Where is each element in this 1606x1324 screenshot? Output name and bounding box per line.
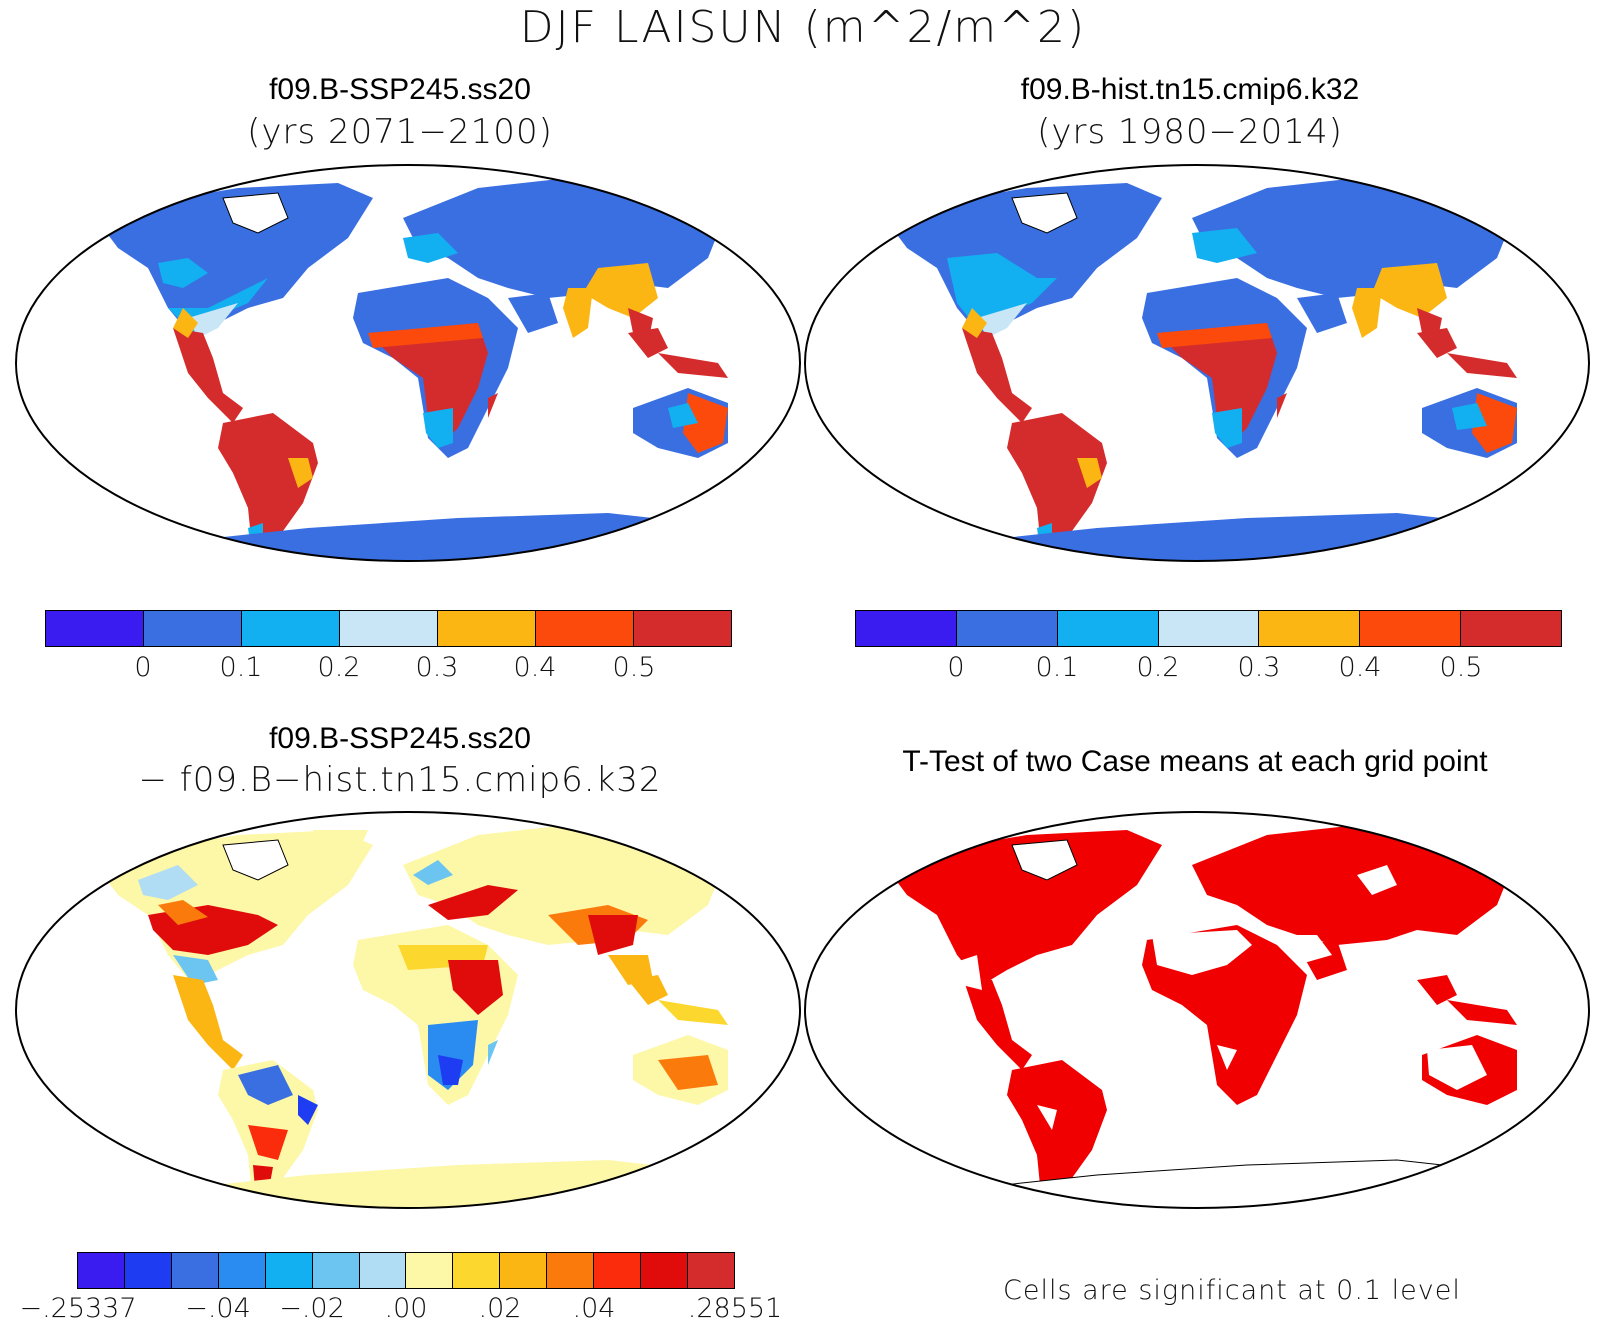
panel-3-swatch [312, 1253, 360, 1288]
panel-2-colorbar [855, 610, 1562, 647]
panel-3-subtitle: − f09.B−hist.tn15.cmip6.k32 [138, 760, 662, 800]
panel-3-tick: .02 [478, 1293, 522, 1324]
panel-3-swatch [265, 1253, 313, 1288]
panel-4-title: T-Test of two Case means at each grid po… [902, 745, 1488, 778]
panel-2-subtitle: (yrs 1980−2014) [1037, 112, 1343, 152]
panel-1-swatch [144, 611, 242, 646]
panel-1-tick: 0.3 [415, 652, 459, 683]
panel-1-tick: 0 [134, 652, 152, 683]
panel-3-colorbar [77, 1252, 735, 1289]
panel-2-tick: 0 [947, 652, 965, 683]
panel-2-tick: 0.5 [1439, 652, 1483, 683]
panel-3-tick: .00 [384, 1293, 428, 1324]
panel-4-map [804, 811, 1590, 1209]
panel-2-map [804, 164, 1590, 562]
panel-1-tick: 0.1 [219, 652, 263, 683]
panel-1-tick: 0.5 [612, 652, 656, 683]
panel-2-tick: 0.2 [1136, 652, 1180, 683]
panel-3-swatch [453, 1253, 501, 1288]
panel-3-tick: −.25337 [19, 1293, 137, 1324]
panel-1-title: f09.B-SSP245.ss20 [269, 73, 531, 106]
panel-2-swatch [1360, 611, 1462, 646]
significance-note: Cells are significant at 0.1 level [1003, 1275, 1461, 1306]
panel-2-swatch [1461, 611, 1562, 646]
panel-3-tick: .04 [572, 1293, 616, 1324]
panel-3-swatch [406, 1253, 454, 1288]
panel-1-subtitle: (yrs 2071−2100) [247, 112, 553, 152]
panel-1-tick: 0.2 [317, 652, 361, 683]
panel-1-swatch [536, 611, 634, 646]
panel-3-swatch [500, 1253, 548, 1288]
panel-2-swatch [856, 611, 957, 646]
panel-3-tick: −.02 [279, 1293, 345, 1324]
panel-1-colorbar [45, 610, 732, 647]
panel-2-title: f09.B-hist.tn15.cmip6.k32 [1020, 73, 1360, 106]
panel-3-swatch [641, 1253, 688, 1288]
panel-3-swatch [78, 1253, 125, 1288]
panel-2-tick: 0.3 [1237, 652, 1281, 683]
panel-2-swatch [1259, 611, 1361, 646]
panel-1-map [15, 164, 801, 562]
panel-3-swatch [124, 1253, 172, 1288]
panel-2-swatch [1158, 611, 1260, 646]
panel-3-title: f09.B-SSP245.ss20 [269, 722, 531, 755]
panel-2-swatch [956, 611, 1058, 646]
panel-3-tick: .28551 [687, 1293, 783, 1324]
panel-3-swatch [687, 1253, 734, 1288]
panel-3-swatch [171, 1253, 219, 1288]
panel-3-swatch [547, 1253, 595, 1288]
panel-1-swatch [242, 611, 340, 646]
panel-2-tick: 0.1 [1035, 652, 1079, 683]
panel-3-swatch [218, 1253, 266, 1288]
panel-2-swatch [1057, 611, 1159, 646]
panel-3-map [15, 811, 801, 1209]
panel-1-swatch [46, 611, 144, 646]
panel-1-swatch [634, 611, 731, 646]
panel-1-swatch [340, 611, 438, 646]
panel-2-tick: 0.4 [1338, 652, 1382, 683]
panel-1-swatch [438, 611, 536, 646]
panel-3-tick: −.04 [185, 1293, 251, 1324]
figure-title: DJF LAISUN (m^2/m^2) [519, 2, 1087, 53]
panel-3-swatch [359, 1253, 407, 1288]
panel-1-tick: 0.4 [513, 652, 557, 683]
panel-3-swatch [594, 1253, 642, 1288]
